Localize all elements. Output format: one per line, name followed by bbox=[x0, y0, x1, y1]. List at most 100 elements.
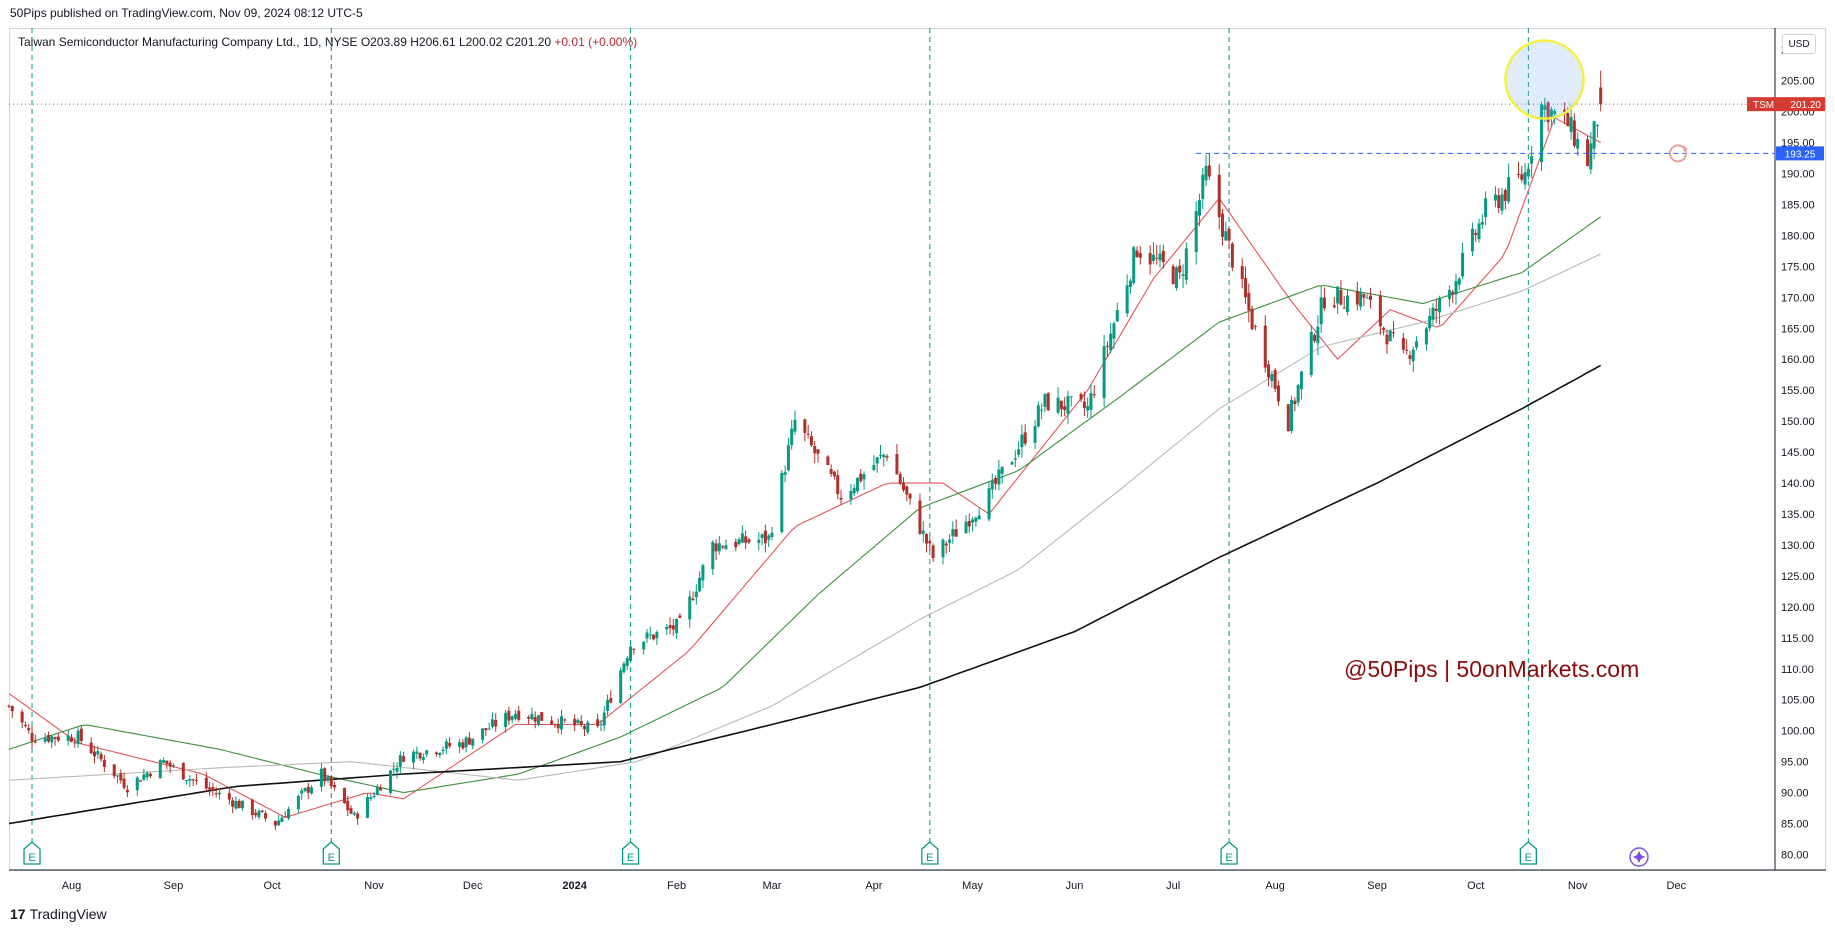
candle-body bbox=[1105, 345, 1109, 347]
candle-body bbox=[878, 454, 882, 456]
candle-body bbox=[839, 497, 843, 500]
magic-icon-star bbox=[1633, 851, 1645, 863]
candle-body bbox=[310, 787, 314, 794]
candle-body bbox=[714, 543, 718, 552]
y-tick-label: 190.00 bbox=[1781, 168, 1815, 180]
y-tick-label: 165.00 bbox=[1781, 323, 1815, 335]
candle-body bbox=[1178, 265, 1182, 273]
candle-body bbox=[721, 546, 725, 548]
legend-open: O203.89 bbox=[360, 35, 407, 49]
candle-body bbox=[668, 625, 672, 628]
candle-body bbox=[826, 456, 830, 466]
candle-body bbox=[116, 775, 120, 777]
y-tick-label: 150.00 bbox=[1781, 416, 1815, 428]
candle-body bbox=[254, 812, 258, 816]
candle-body bbox=[464, 737, 468, 748]
candle-body bbox=[122, 778, 126, 788]
candle-body bbox=[885, 456, 889, 458]
candle-body bbox=[629, 646, 633, 661]
candle-body bbox=[23, 725, 27, 727]
candle-body bbox=[415, 751, 419, 754]
candle-body bbox=[790, 428, 794, 446]
candle-body bbox=[1599, 87, 1603, 105]
candle-body bbox=[1125, 285, 1129, 314]
candle-body bbox=[191, 779, 195, 781]
candle-body bbox=[194, 779, 198, 781]
candle-body bbox=[1540, 104, 1544, 163]
candle-body bbox=[102, 759, 106, 767]
candle-body bbox=[586, 722, 590, 733]
candle-body bbox=[948, 539, 952, 543]
candle-body bbox=[185, 780, 189, 782]
candle-body bbox=[1447, 290, 1451, 299]
candle-body bbox=[527, 716, 531, 719]
candle-body bbox=[563, 719, 567, 721]
candle-body bbox=[237, 800, 241, 809]
candle-body bbox=[300, 790, 304, 794]
candle-body bbox=[1197, 200, 1201, 216]
candle-body bbox=[724, 545, 728, 550]
candle-body bbox=[1563, 109, 1567, 113]
candle-body bbox=[1497, 195, 1501, 208]
candle-body bbox=[487, 728, 491, 730]
currency-button[interactable]: USD bbox=[1782, 34, 1816, 54]
x-tick-label: Nov bbox=[364, 880, 384, 892]
earnings-badge bbox=[322, 841, 340, 865]
candle-body bbox=[990, 480, 994, 490]
footer-brand[interactable]: 17 TradingView bbox=[10, 906, 107, 922]
candle-body bbox=[280, 817, 284, 823]
earnings-badge-label: E bbox=[1225, 852, 1232, 864]
candle-body bbox=[1309, 331, 1313, 375]
y-tick-label: 85.00 bbox=[1781, 819, 1809, 831]
candle-body bbox=[678, 615, 682, 618]
candle-body bbox=[356, 813, 360, 819]
candle-body bbox=[859, 473, 863, 482]
candle-body bbox=[444, 741, 448, 749]
candle-body bbox=[809, 436, 813, 446]
candle-body bbox=[1286, 404, 1290, 432]
earnings-badge-label: E bbox=[1525, 852, 1532, 864]
candle-body bbox=[1043, 394, 1047, 407]
candle-body bbox=[836, 475, 840, 495]
candle-body bbox=[56, 736, 60, 741]
x-tick-label: Dec bbox=[463, 880, 483, 892]
candle-body bbox=[1336, 286, 1340, 304]
candle-body bbox=[632, 648, 636, 650]
candle-body bbox=[763, 530, 767, 544]
candle-body bbox=[145, 772, 149, 778]
candle-body bbox=[1033, 426, 1037, 443]
candle-body bbox=[1263, 325, 1267, 368]
y-tick-label: 135.00 bbox=[1781, 509, 1815, 521]
candle-body bbox=[1224, 231, 1228, 241]
candle-body bbox=[1135, 250, 1139, 258]
candle-body bbox=[1523, 172, 1527, 185]
candle-body bbox=[1296, 385, 1300, 403]
candle-body bbox=[1089, 393, 1093, 410]
candle-body bbox=[208, 787, 212, 790]
refresh-circle bbox=[1669, 144, 1687, 163]
candle-body bbox=[1313, 335, 1317, 342]
legend-low: L200.02 bbox=[458, 35, 503, 49]
candle-body bbox=[918, 500, 922, 534]
candle-body bbox=[369, 797, 373, 799]
magic-icon bbox=[1629, 847, 1649, 867]
candle-body bbox=[1572, 120, 1576, 146]
candle-body bbox=[448, 742, 452, 747]
candle-body bbox=[852, 488, 856, 494]
candle-body bbox=[425, 750, 429, 755]
x-tick-label: Oct bbox=[264, 880, 281, 892]
candle-body bbox=[250, 799, 254, 815]
candle-body bbox=[928, 540, 932, 544]
candle-body bbox=[1411, 349, 1415, 362]
earnings-badge-label: E bbox=[328, 852, 335, 864]
candle-body bbox=[806, 433, 810, 435]
candle-body bbox=[648, 634, 652, 636]
candle-body bbox=[1247, 292, 1251, 311]
candle-body bbox=[1276, 385, 1280, 402]
candle-body bbox=[1546, 102, 1550, 123]
y-tick-label: 80.00 bbox=[1781, 850, 1809, 862]
y-tick-label: 205.00 bbox=[1781, 76, 1815, 88]
candle-body bbox=[1592, 121, 1596, 149]
x-tick-label: 2024 bbox=[562, 880, 587, 892]
